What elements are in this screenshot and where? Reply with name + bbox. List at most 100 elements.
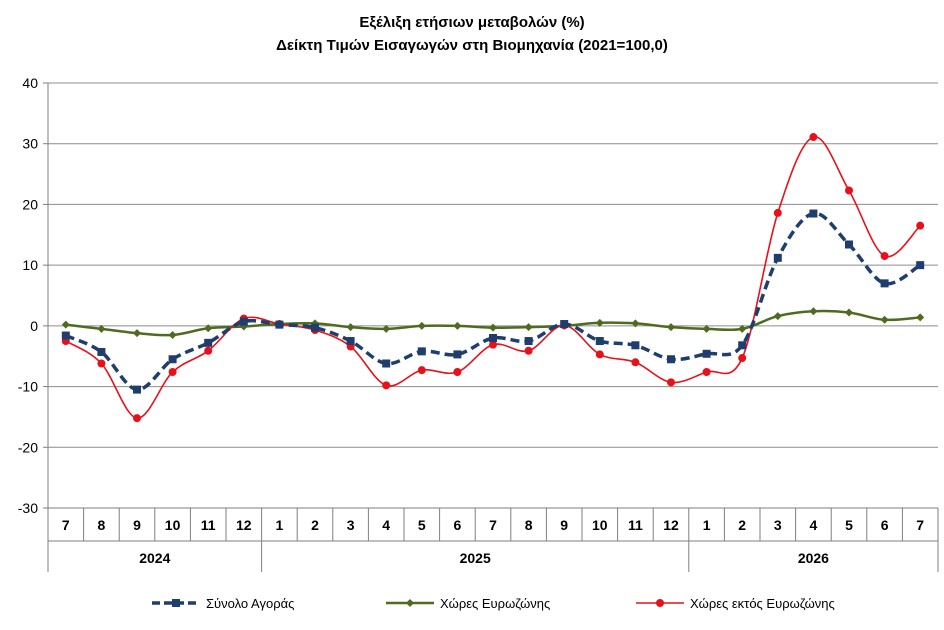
y-tick-label: 0 bbox=[30, 318, 38, 334]
data-point bbox=[168, 355, 177, 364]
data-point bbox=[204, 324, 213, 333]
x-tick-label: 11 bbox=[201, 517, 216, 533]
x-tick-label: 1 bbox=[276, 517, 284, 533]
data-point bbox=[239, 317, 248, 326]
x-tick-label: 6 bbox=[881, 517, 889, 533]
y-tick-label: 10 bbox=[22, 257, 38, 273]
data-point bbox=[880, 279, 889, 288]
data-point bbox=[845, 308, 853, 317]
data-point bbox=[524, 323, 533, 332]
data-point bbox=[489, 334, 497, 342]
x-tick-label: 7 bbox=[489, 517, 497, 533]
series-line bbox=[65, 136, 921, 419]
y-tick-label: 20 bbox=[22, 196, 38, 212]
y-tick-label: -10 bbox=[18, 379, 38, 395]
x-tick-label: 10 bbox=[592, 517, 608, 533]
x-tick-label: 5 bbox=[418, 517, 426, 533]
data-point bbox=[382, 359, 391, 368]
legend-label: Χώρες εκτός Ευρωζώνης bbox=[690, 596, 835, 611]
data-point bbox=[738, 324, 747, 333]
data-point bbox=[97, 324, 106, 333]
x-tick-label: 12 bbox=[663, 517, 679, 533]
series-3 bbox=[61, 133, 925, 423]
x-tick-label: 7 bbox=[916, 517, 924, 533]
chart-title: Εξέλιξη ετήσιων μεταβολών (%) bbox=[359, 14, 585, 31]
data-point bbox=[346, 323, 355, 332]
data-point bbox=[809, 209, 818, 218]
data-point bbox=[880, 315, 889, 324]
data-point bbox=[275, 320, 284, 329]
x-tick-label: 1 bbox=[703, 517, 711, 533]
data-point bbox=[809, 307, 818, 316]
data-point bbox=[916, 221, 925, 230]
x-tick-label: 7 bbox=[62, 517, 70, 533]
chart-subtitle: Δείκτη Τιμών Εισαγωγών στη Βιομηχανία (2… bbox=[276, 37, 668, 54]
data-point bbox=[631, 341, 640, 350]
legend-item: Χώρες εκτός Ευρωζώνης bbox=[636, 596, 835, 611]
data-point bbox=[595, 318, 604, 327]
data-point bbox=[453, 368, 462, 376]
data-point bbox=[168, 368, 177, 376]
data-point bbox=[417, 366, 426, 375]
data-point bbox=[417, 321, 426, 330]
data-point bbox=[667, 355, 675, 364]
data-point bbox=[97, 347, 106, 356]
data-point bbox=[61, 320, 70, 329]
legend-marker bbox=[172, 599, 180, 607]
data-point bbox=[204, 338, 213, 347]
series-1 bbox=[61, 209, 925, 394]
data-point bbox=[133, 414, 141, 423]
legend-item: Χώρες Ευρωζώνης bbox=[386, 596, 550, 611]
data-point bbox=[204, 346, 213, 355]
data-point bbox=[773, 208, 782, 217]
data-point bbox=[702, 324, 711, 333]
data-point bbox=[595, 350, 604, 359]
data-point bbox=[667, 378, 675, 387]
data-point bbox=[738, 354, 747, 363]
y-tick-label: 40 bbox=[22, 75, 38, 91]
data-point bbox=[845, 186, 853, 195]
x-tick-label: 10 bbox=[165, 517, 181, 533]
data-point bbox=[631, 358, 640, 367]
x-tick-label: 2 bbox=[738, 517, 746, 533]
data-point bbox=[311, 323, 319, 332]
series-2 bbox=[61, 307, 925, 339]
data-point bbox=[738, 341, 747, 350]
x-tick-label: 2 bbox=[311, 517, 319, 533]
data-point bbox=[702, 368, 711, 376]
data-point bbox=[61, 331, 70, 340]
legend-item: Σύνολο Αγοράς bbox=[152, 596, 294, 611]
data-point bbox=[595, 337, 604, 346]
x-tick-label: 4 bbox=[810, 517, 818, 533]
data-point bbox=[133, 329, 141, 338]
data-point bbox=[667, 323, 675, 332]
data-point bbox=[845, 240, 853, 249]
data-point bbox=[524, 346, 533, 355]
y-tick-label: 30 bbox=[22, 136, 38, 152]
legend-marker bbox=[406, 599, 414, 607]
data-point bbox=[346, 337, 355, 346]
data-point bbox=[916, 313, 925, 322]
x-tick-label: 9 bbox=[560, 517, 568, 533]
legend-marker bbox=[656, 599, 664, 607]
legend-label: Σύνολο Αγοράς bbox=[206, 596, 294, 611]
x-tick-label: 8 bbox=[98, 517, 106, 533]
data-point bbox=[916, 261, 925, 270]
data-point bbox=[702, 349, 711, 358]
legend-label: Χώρες Ευρωζώνης bbox=[440, 596, 550, 611]
x-tick-label: 11 bbox=[628, 517, 643, 533]
x-tick-label: 3 bbox=[347, 517, 355, 533]
data-point bbox=[524, 337, 533, 346]
data-point bbox=[168, 330, 177, 339]
data-point bbox=[809, 133, 818, 142]
x-tick-label: 4 bbox=[382, 517, 390, 533]
data-point bbox=[489, 323, 497, 332]
year-label: 2025 bbox=[460, 550, 491, 566]
data-point bbox=[453, 350, 462, 359]
y-tick-label: -20 bbox=[18, 439, 38, 455]
year-label: 2026 bbox=[798, 550, 829, 566]
data-point bbox=[773, 312, 782, 321]
data-point bbox=[417, 347, 426, 356]
x-tick-label: 6 bbox=[454, 517, 462, 533]
